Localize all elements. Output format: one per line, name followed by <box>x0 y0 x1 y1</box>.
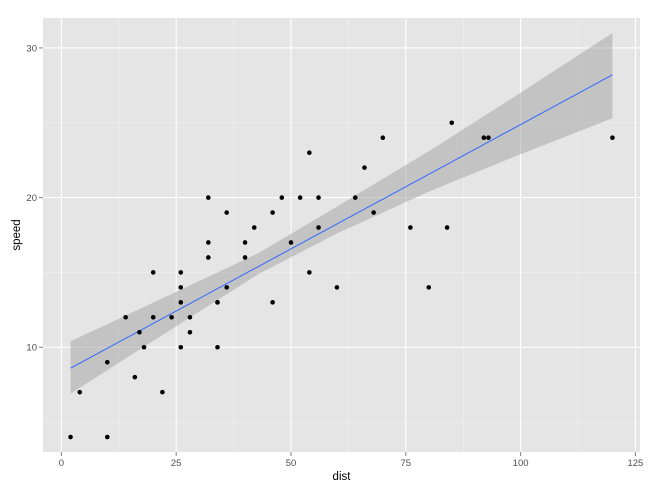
y-tick-label: 30 <box>26 43 37 54</box>
data-point <box>610 135 615 141</box>
data-point <box>426 285 432 290</box>
data-point <box>297 195 303 200</box>
data-point <box>486 135 491 141</box>
y-tick-label: 20 <box>26 193 37 204</box>
data-point <box>104 359 110 365</box>
regression-line <box>70 74 613 369</box>
data-point <box>408 225 413 230</box>
data-point <box>444 225 450 230</box>
data-point <box>104 434 110 440</box>
data-point <box>215 344 220 350</box>
data-point <box>77 389 83 395</box>
data-point <box>352 195 358 200</box>
data-point <box>481 135 487 141</box>
data-point <box>279 195 285 200</box>
data-point <box>187 315 193 320</box>
data-point <box>206 195 211 200</box>
data-point <box>178 344 184 350</box>
data-point <box>270 300 275 305</box>
x-axis: 0 25 50 75 100 125 <box>59 452 643 469</box>
data-point <box>132 374 138 380</box>
data-point <box>307 270 312 275</box>
x-tick-label: 25 <box>171 458 182 469</box>
fit-line-layer <box>70 74 613 369</box>
data-point <box>206 255 211 260</box>
data-point <box>141 344 147 350</box>
minor-gridlines <box>43 18 640 452</box>
data-point <box>178 270 184 275</box>
data-point <box>150 270 156 275</box>
data-point <box>215 300 220 305</box>
data-point <box>316 195 321 200</box>
data-point <box>150 315 156 320</box>
confidence-band <box>70 33 613 394</box>
data-point <box>178 300 184 305</box>
plot-panel <box>43 18 640 452</box>
data-point <box>242 240 248 245</box>
data-point <box>137 329 142 335</box>
data-point <box>178 285 184 290</box>
points-layer <box>68 120 615 440</box>
data-point <box>123 315 128 320</box>
x-tick-label: 100 <box>513 458 529 469</box>
data-point <box>380 135 386 141</box>
x-axis-title: dist <box>333 471 352 483</box>
data-point <box>224 285 229 290</box>
data-point <box>169 315 174 320</box>
major-gridlines <box>43 18 640 452</box>
y-tick-label: 10 <box>26 343 37 354</box>
x-tick-label: 0 <box>59 458 64 469</box>
data-point <box>334 285 340 290</box>
data-point <box>187 329 193 335</box>
data-point <box>288 240 294 245</box>
y-axis-title: speed <box>11 219 23 250</box>
data-point <box>206 240 211 245</box>
data-point <box>224 210 229 215</box>
x-tick-label: 75 <box>401 458 412 469</box>
data-point <box>270 210 275 215</box>
data-point <box>160 389 165 395</box>
x-tick-label: 50 <box>286 458 297 469</box>
data-point <box>449 120 455 126</box>
data-point <box>242 255 248 260</box>
confidence-band-layer <box>70 33 613 394</box>
data-point <box>251 225 257 230</box>
data-point <box>371 210 376 215</box>
data-point <box>68 434 73 440</box>
x-tick-label: 125 <box>627 458 643 469</box>
y-axis: 10 20 30 <box>26 43 43 354</box>
data-point <box>316 225 321 230</box>
data-point <box>307 150 312 155</box>
data-point <box>362 165 367 170</box>
